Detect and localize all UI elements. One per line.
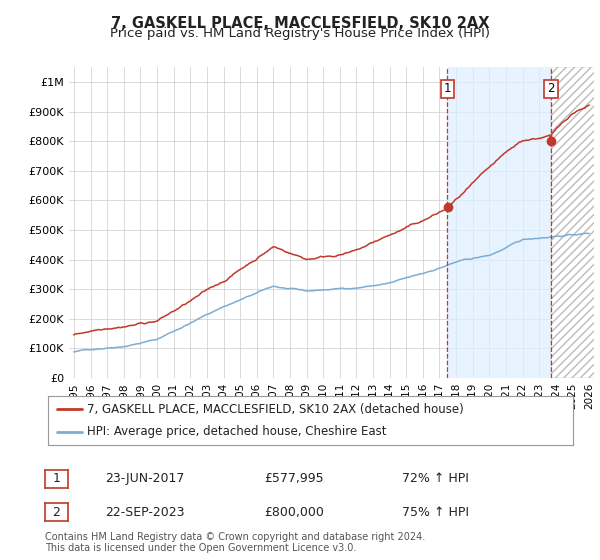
- Text: 1: 1: [52, 472, 61, 486]
- Text: £800,000: £800,000: [264, 506, 324, 519]
- Text: 2: 2: [547, 82, 555, 95]
- Text: 7, GASKELL PLACE, MACCLESFIELD, SK10 2AX (detached house): 7, GASKELL PLACE, MACCLESFIELD, SK10 2AX…: [88, 403, 464, 416]
- Text: 7, GASKELL PLACE, MACCLESFIELD, SK10 2AX: 7, GASKELL PLACE, MACCLESFIELD, SK10 2AX: [111, 16, 489, 31]
- Text: Contains HM Land Registry data © Crown copyright and database right 2024.
This d: Contains HM Land Registry data © Crown c…: [45, 531, 425, 553]
- Text: 75% ↑ HPI: 75% ↑ HPI: [402, 506, 469, 519]
- Text: £577,995: £577,995: [264, 472, 323, 486]
- Text: 23-JUN-2017: 23-JUN-2017: [105, 472, 184, 486]
- Text: 22-SEP-2023: 22-SEP-2023: [105, 506, 185, 519]
- Text: 72% ↑ HPI: 72% ↑ HPI: [402, 472, 469, 486]
- Text: 1: 1: [443, 82, 451, 95]
- Text: 2: 2: [52, 506, 61, 519]
- Bar: [551, 67, 598, 378]
- Bar: [447, 67, 551, 378]
- Text: HPI: Average price, detached house, Cheshire East: HPI: Average price, detached house, Ches…: [88, 426, 387, 438]
- Text: Price paid vs. HM Land Registry's House Price Index (HPI): Price paid vs. HM Land Registry's House …: [110, 27, 490, 40]
